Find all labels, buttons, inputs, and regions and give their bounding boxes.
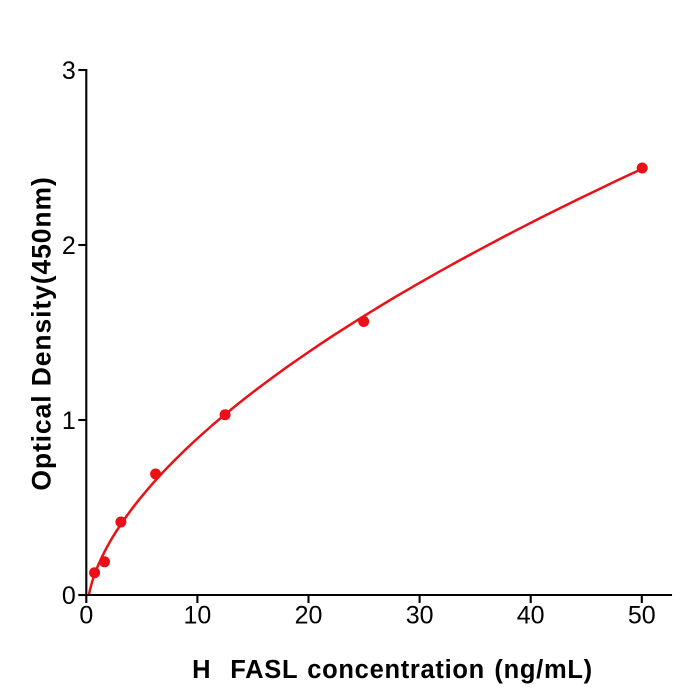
svg-text:40: 40 [517, 602, 545, 630]
svg-text:0: 0 [62, 582, 76, 610]
svg-text:10: 10 [183, 602, 211, 630]
svg-text:Optical Density(450nm): Optical Density(450nm) [27, 176, 57, 490]
svg-text:0: 0 [79, 602, 93, 630]
svg-text:50: 50 [628, 602, 656, 630]
svg-text:3: 3 [62, 57, 76, 85]
svg-text:20: 20 [295, 602, 323, 630]
svg-text:30: 30 [406, 602, 434, 630]
svg-text:H FASL concentration (ng/mL): H FASL concentration (ng/mL) [192, 656, 593, 684]
svg-text:1: 1 [62, 407, 76, 435]
svg-text:2: 2 [62, 232, 76, 260]
